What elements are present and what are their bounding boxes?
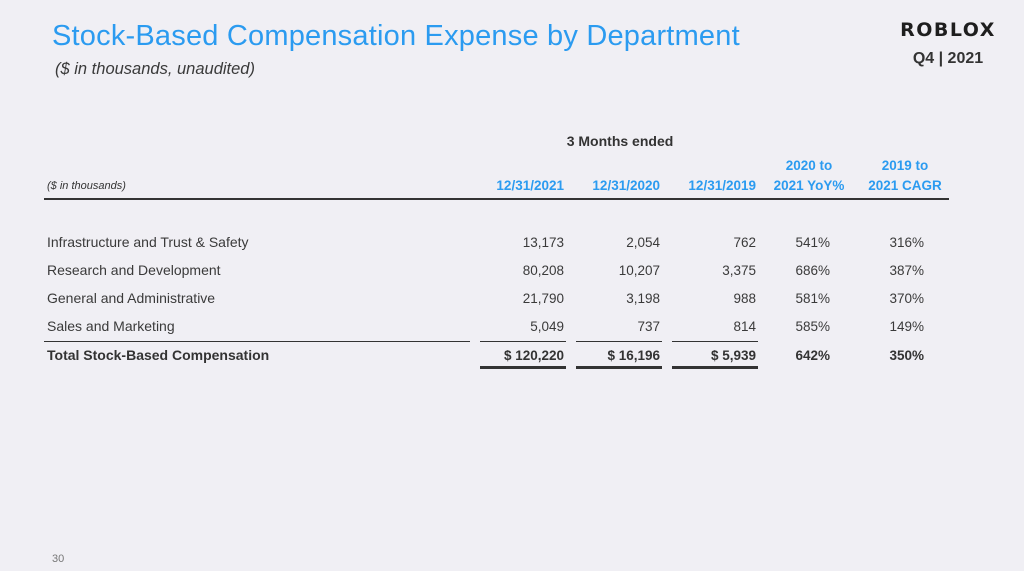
table-cell: 541% [795, 235, 830, 250]
total-cell: $ 120,220 [503, 348, 564, 363]
col-header-yoy-line1: 2020 to [785, 158, 833, 173]
total-double-rule-2020 [576, 366, 662, 369]
table-cell: 13,173 [522, 235, 564, 250]
units-label: ($ in thousands) [47, 180, 126, 192]
table-cell: 3,198 [626, 291, 660, 306]
row-label: Research and Development [47, 262, 221, 278]
group-header: 3 Months ended [566, 133, 674, 149]
col-header-yoy-line2: 2021 YoY% [773, 178, 845, 193]
table-cell: 80,208 [522, 263, 564, 278]
table-cell: 762 [733, 235, 756, 250]
col-header-2020: 12/31/2020 [592, 178, 660, 193]
total-double-rule-2019 [672, 366, 758, 369]
table-cell: 737 [637, 319, 660, 334]
header-divider [44, 198, 949, 200]
total-cell: $ 16,196 [607, 348, 660, 363]
table-cell: 370% [889, 291, 924, 306]
row-label: Infrastructure and Trust & Safety [47, 234, 249, 250]
row-label: Sales and Marketing [47, 318, 175, 334]
table-cell: 21,790 [522, 291, 564, 306]
total-divider [44, 341, 470, 342]
row-label: General and Administrative [47, 290, 216, 306]
subtotal-rule-2021 [480, 341, 566, 342]
total-cell: 350% [889, 348, 924, 363]
col-header-2021: 12/31/2021 [496, 178, 564, 193]
table-cell: 3,375 [722, 263, 756, 278]
roblox-logo: ROBLOX [900, 19, 996, 40]
page-number: 30 [52, 553, 65, 565]
table-cell: 814 [733, 319, 756, 334]
table-cell: 686% [795, 263, 830, 278]
svg-text:ROBLOX: ROBLOX [900, 19, 996, 40]
subtotal-rule-2019 [672, 341, 758, 342]
total-double-rule-2021 [480, 366, 566, 369]
page-subtitle: ($ in thousands, unaudited) [55, 60, 255, 78]
subtotal-rule-2020 [576, 341, 662, 342]
table-cell: 581% [795, 291, 830, 306]
total-cell: 642% [795, 348, 830, 363]
report-period: Q4 | 2021 [912, 50, 984, 67]
total-row-label: Total Stock-Based Compensation [47, 347, 270, 363]
col-header-cagr-line1: 2019 to [881, 158, 929, 173]
table-cell: 988 [733, 291, 756, 306]
col-header-2019: 12/31/2019 [688, 178, 756, 193]
table-cell: 316% [889, 235, 924, 250]
table-cell: 149% [889, 319, 924, 334]
table-cell: 585% [795, 319, 830, 334]
col-header-cagr-line2: 2021 CAGR [868, 178, 942, 193]
total-cell: $ 5,939 [710, 348, 756, 363]
table-cell: 5,049 [530, 319, 564, 334]
table-cell: 387% [889, 263, 924, 278]
table-cell: 2,054 [626, 235, 660, 250]
page-title: Stock-Based Compensation Expense by Depa… [52, 20, 740, 52]
table-cell: 10,207 [618, 263, 660, 278]
